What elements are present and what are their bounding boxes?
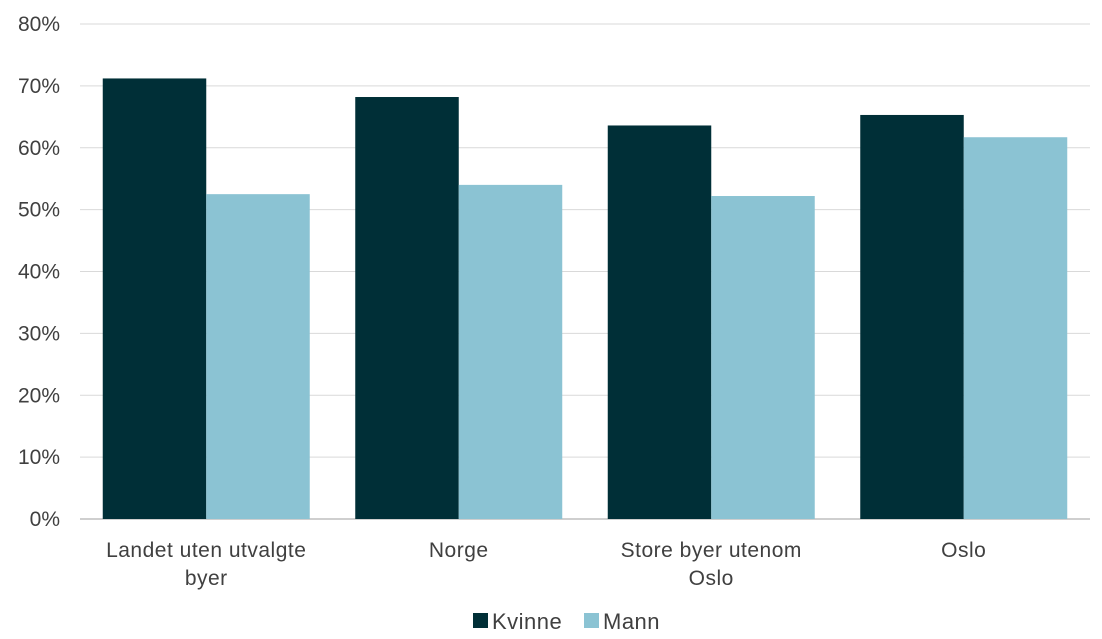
- y-tick-label: 30%: [18, 322, 60, 345]
- bar-mann: [206, 194, 310, 519]
- y-tick-label: 10%: [18, 446, 60, 469]
- bar-kvinne: [607, 125, 712, 519]
- bar-mann: [963, 137, 1068, 519]
- x-axis: Landet uten utvalgte byer Norge Store byer …: [106, 539, 986, 590]
- legend-swatch-mann: [584, 613, 599, 628]
- y-tick-label: 70%: [18, 75, 60, 98]
- y-tick-label: 60%: [18, 137, 60, 160]
- bar-kvinne: [355, 97, 459, 519]
- x-category-label: Store byer utenom Oslo: [621, 539, 802, 590]
- y-tick-label: 40%: [18, 261, 60, 284]
- y-tick-label: 0%: [30, 508, 60, 531]
- x-category-label: Oslo: [941, 539, 986, 562]
- y-tick-label: 80%: [18, 13, 60, 36]
- bar-kvinne: [102, 78, 207, 519]
- y-axis: 0% 10% 20% 30% 40% 50% 60% 70% 80%: [18, 13, 60, 531]
- y-tick-label: 20%: [18, 384, 60, 407]
- legend-label-kvinne: Kvinne: [492, 609, 562, 634]
- legend-label-mann: Mann: [603, 609, 660, 634]
- y-tick-label: 50%: [18, 199, 60, 222]
- x-category-label: Landet uten utvalgte byer: [106, 539, 306, 590]
- bar-kvinne: [860, 114, 964, 520]
- legend: Kvinne Mann: [473, 609, 660, 634]
- legend-swatch-kvinne: [473, 613, 488, 628]
- x-category-label: Norge: [429, 539, 489, 562]
- bar-mann: [711, 196, 815, 519]
- bar-mann: [458, 184, 563, 519]
- bars: [102, 78, 1068, 520]
